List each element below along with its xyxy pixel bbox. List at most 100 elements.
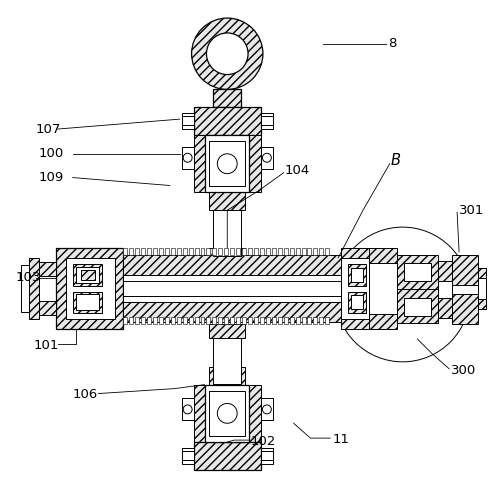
Bar: [230, 248, 234, 255]
Bar: [230, 317, 234, 324]
Bar: [210, 193, 245, 210]
Bar: [213, 248, 217, 255]
Text: 103: 103: [15, 271, 41, 284]
Bar: [213, 317, 217, 324]
Text: 8: 8: [388, 37, 396, 50]
Text: 101: 101: [33, 339, 58, 352]
Bar: [249, 135, 261, 193]
Bar: [278, 317, 282, 324]
Bar: [348, 264, 366, 285]
Bar: [165, 248, 169, 255]
Bar: [39, 302, 56, 315]
Bar: [189, 248, 192, 255]
Bar: [438, 298, 452, 318]
Bar: [73, 292, 103, 313]
Circle shape: [206, 33, 248, 75]
Circle shape: [183, 405, 192, 414]
Bar: [200, 317, 204, 324]
Bar: [254, 317, 258, 324]
Bar: [183, 317, 187, 324]
Bar: [200, 248, 204, 255]
Bar: [189, 317, 192, 324]
Bar: [341, 258, 369, 319]
Bar: [194, 248, 198, 255]
Bar: [206, 317, 211, 324]
Bar: [313, 248, 317, 255]
Bar: [319, 317, 324, 324]
Bar: [210, 248, 245, 262]
Bar: [348, 292, 366, 313]
Bar: [341, 248, 369, 329]
Bar: [284, 317, 288, 324]
Text: 11: 11: [332, 433, 349, 445]
Bar: [351, 268, 363, 282]
Bar: [438, 261, 452, 281]
Bar: [214, 338, 241, 384]
Bar: [210, 324, 245, 338]
Bar: [141, 248, 145, 255]
Bar: [147, 248, 151, 255]
Bar: [284, 248, 288, 255]
Bar: [351, 295, 363, 309]
Bar: [66, 258, 115, 319]
Bar: [177, 317, 181, 324]
Text: 301: 301: [459, 204, 485, 217]
Bar: [249, 385, 261, 442]
Text: 106: 106: [73, 388, 98, 401]
Bar: [182, 448, 193, 464]
Bar: [182, 147, 193, 169]
Circle shape: [191, 18, 263, 89]
Text: 102: 102: [251, 435, 276, 447]
Bar: [159, 248, 163, 255]
Bar: [39, 262, 56, 276]
Bar: [326, 317, 329, 324]
Bar: [193, 442, 261, 470]
Bar: [452, 284, 478, 294]
Bar: [278, 248, 282, 255]
Bar: [224, 248, 228, 255]
Bar: [135, 248, 139, 255]
Bar: [313, 317, 317, 324]
Circle shape: [218, 154, 237, 174]
Bar: [404, 263, 431, 281]
Bar: [214, 89, 241, 107]
Bar: [272, 248, 276, 255]
Bar: [397, 255, 438, 291]
Bar: [205, 135, 249, 193]
Bar: [193, 107, 261, 135]
Text: 107: 107: [36, 122, 61, 136]
Bar: [129, 317, 133, 324]
Bar: [307, 248, 311, 255]
Bar: [236, 317, 240, 324]
Bar: [123, 281, 341, 296]
Bar: [147, 317, 151, 324]
Bar: [123, 248, 127, 255]
Bar: [165, 317, 169, 324]
Bar: [296, 248, 300, 255]
Bar: [290, 248, 294, 255]
Bar: [182, 113, 193, 129]
Bar: [153, 248, 157, 255]
Bar: [171, 248, 175, 255]
Circle shape: [218, 403, 237, 423]
Bar: [193, 135, 205, 193]
Bar: [171, 317, 175, 324]
Bar: [194, 317, 198, 324]
Bar: [123, 275, 341, 303]
Bar: [301, 248, 305, 255]
Bar: [261, 147, 273, 169]
Bar: [56, 248, 123, 329]
Circle shape: [262, 153, 272, 162]
Bar: [210, 391, 245, 436]
Circle shape: [262, 405, 272, 414]
Bar: [452, 294, 478, 324]
Text: 104: 104: [285, 164, 310, 177]
Bar: [397, 289, 438, 323]
Bar: [261, 399, 273, 420]
Bar: [129, 248, 133, 255]
Bar: [236, 248, 240, 255]
Bar: [76, 267, 100, 282]
Bar: [210, 367, 245, 385]
Bar: [296, 317, 300, 324]
Bar: [326, 248, 329, 255]
